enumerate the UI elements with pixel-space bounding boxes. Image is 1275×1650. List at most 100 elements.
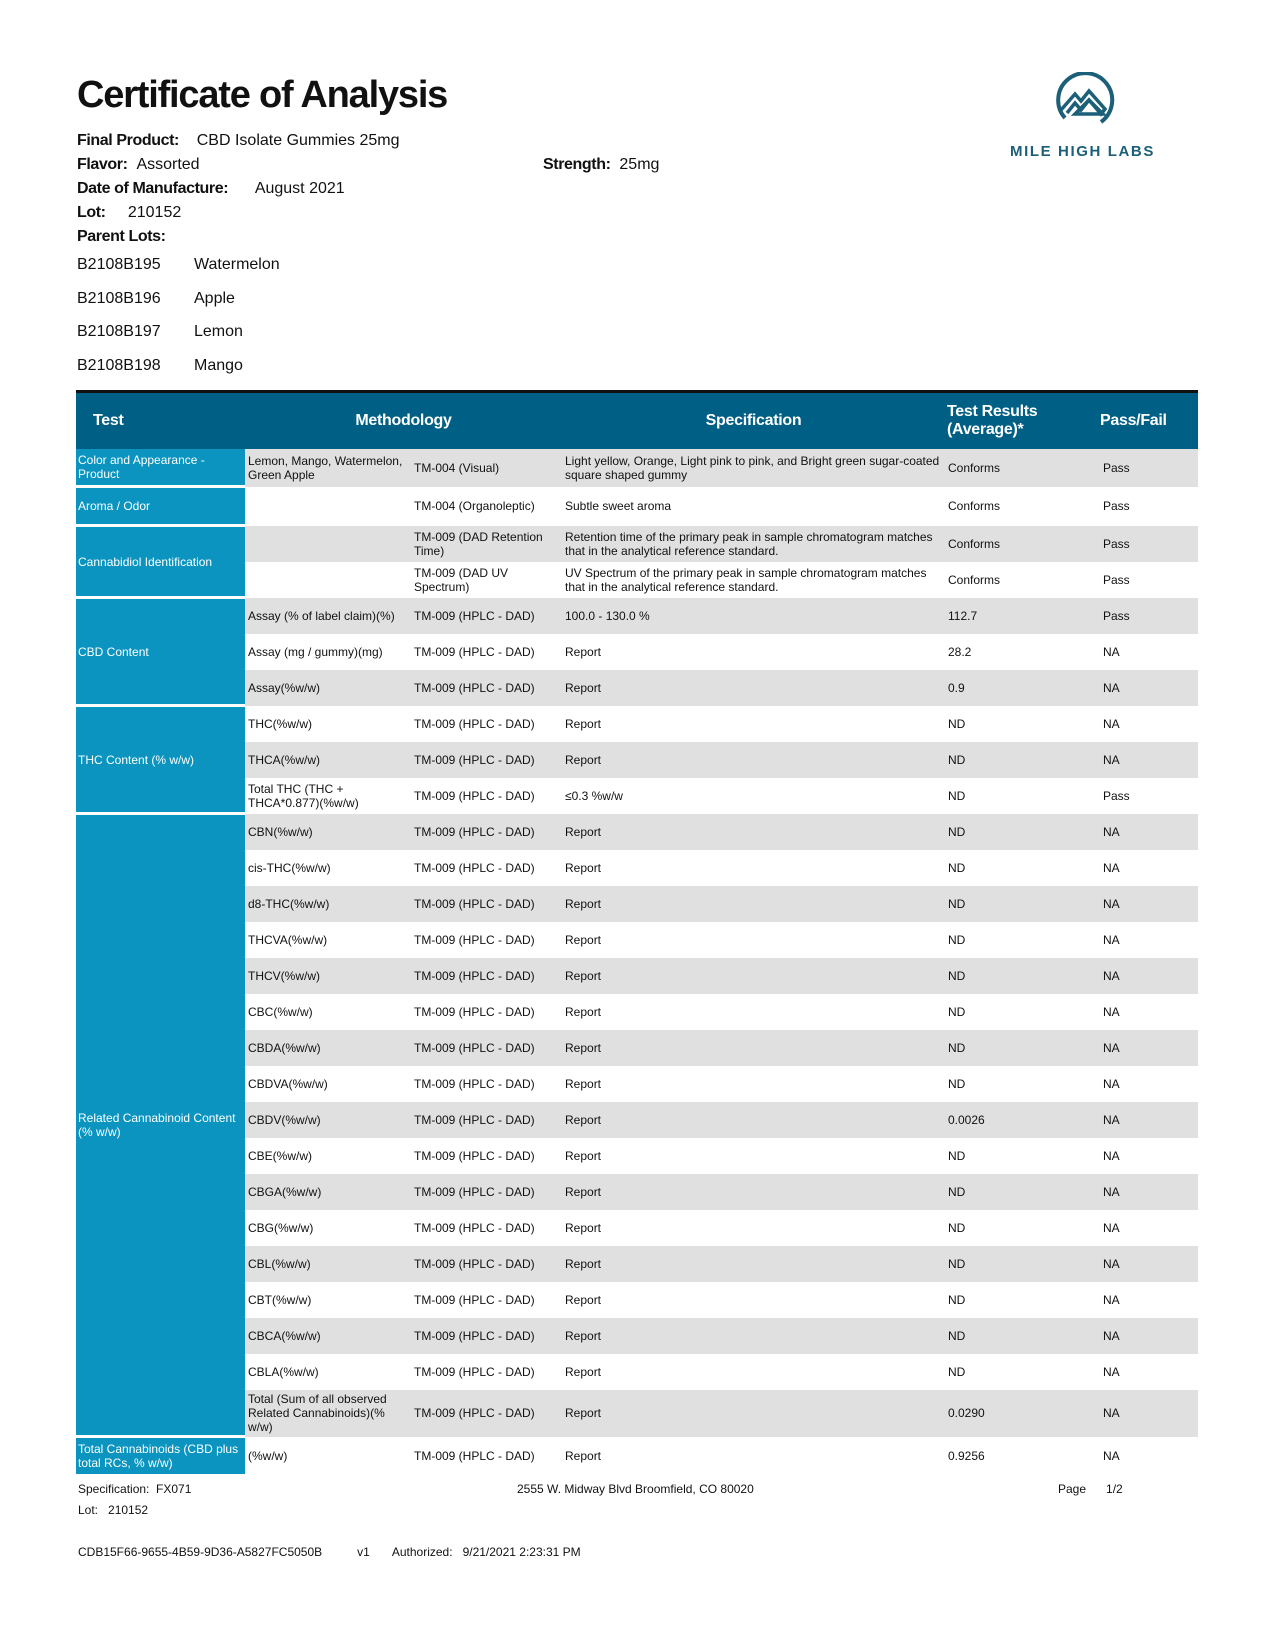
- pass-fail: NA: [1100, 813, 1198, 850]
- parent-lots-label: Parent Lots:: [77, 228, 166, 245]
- test-name: CBD Content: [76, 597, 245, 707]
- test-result: Conforms: [945, 525, 1100, 562]
- test-specification: Light yellow, Orange, Light pink to pink…: [562, 449, 945, 487]
- test-method: TM-009 (HPLC - DAD): [411, 1101, 562, 1138]
- test-method: TM-009 (HPLC - DAD): [411, 885, 562, 922]
- test-specification: Report: [565, 1220, 602, 1235]
- table-row: Total THC (THC + THCA*0.877)(%w/w) TM-009…: [76, 778, 1198, 814]
- test-result: ND: [945, 1029, 1100, 1066]
- test-method: TM-009 (HPLC - DAD): [414, 644, 535, 659]
- parent-lot-code: B2108B196: [77, 290, 161, 307]
- test-result: 112.7: [945, 597, 1100, 634]
- test-result: 0.9256: [948, 1449, 985, 1463]
- pass-fail: NA: [1103, 1449, 1120, 1463]
- test-item: Assay (mg / gummy)(mg): [248, 644, 383, 659]
- test-result: 0.9: [945, 669, 1100, 706]
- parent-lot-item: B2108B197 Lemon: [77, 323, 243, 341]
- lot-label: Lot:: [77, 204, 106, 221]
- strength-label: Strength:: [543, 156, 611, 173]
- table-row: CBDV(%w/w) TM-009 (HPLC - DAD) Report 0.002…: [76, 1101, 1198, 1138]
- test-item: CBLA(%w/w): [248, 1364, 319, 1379]
- test-result: Conforms: [948, 572, 1001, 587]
- test-result: ND: [945, 813, 1100, 850]
- test-specification: Report: [562, 1101, 945, 1138]
- test-item: CBG(%w/w): [248, 1220, 314, 1235]
- test-specification: 100.0 - 130.0 %: [562, 597, 945, 634]
- test-method: TM-009 (HPLC - DAD): [411, 1029, 562, 1066]
- table-row: THCA(%w/w) TM-009 (HPLC - DAD) Report ND NA: [76, 741, 1198, 778]
- version: v1: [357, 1545, 370, 1559]
- pass-fail: NA: [1100, 741, 1198, 778]
- final-product-label: Final Product:: [77, 132, 179, 149]
- test-result: ND: [948, 1148, 966, 1163]
- pass-fail: NA: [1103, 716, 1120, 731]
- parent-lot-code: B2108B197: [77, 323, 161, 340]
- test-specification: Report: [565, 1449, 602, 1463]
- pass-fail: NA: [1100, 1101, 1198, 1138]
- pass-fail: Pass: [1100, 525, 1198, 562]
- test-specification: Subtle sweet aroma: [565, 499, 672, 513]
- table-row: Total Cannabinoids (CBD plus total RCs, …: [76, 1436, 1198, 1477]
- table-row: CBGA(%w/w) TM-009 (HPLC - DAD) Report ND NA: [76, 1173, 1198, 1210]
- test-name: Related Cannabinoid Content (% w/w): [76, 813, 245, 1438]
- table-row: CBD Content Assay (% of label claim)(%) TM…: [76, 597, 1198, 707]
- test-specification: Report: [562, 1173, 945, 1210]
- header-methodology: Methodology: [245, 390, 562, 449]
- authorized-timestamp: 9/21/2021 2:23:31 PM: [462, 1545, 581, 1559]
- test-specification: Report: [565, 644, 602, 659]
- test-specification: ≤0.3 %w/w: [565, 788, 623, 803]
- manufacture-date-line: Date of Manufacture: August 2021: [77, 180, 345, 198]
- table-row: CBT(%w/w) TM-009 (HPLC - DAD) Report ND NA: [76, 1282, 1198, 1318]
- test-specification: Report: [562, 885, 945, 922]
- header-test-results: Test Results (Average)*: [945, 390, 1100, 449]
- test-item: CBDV(%w/w): [245, 1101, 411, 1138]
- test-specification: Report: [562, 957, 945, 994]
- pass-fail: NA: [1103, 1220, 1120, 1235]
- test-result: Conforms: [948, 499, 1001, 513]
- table-row: THCVA(%w/w) TM-009 (HPLC - DAD) Report ND NA: [76, 922, 1198, 958]
- pass-fail: Pass: [1103, 572, 1130, 587]
- footer-authorization: CDB15F66-9655-4B59-9D36-A5827FC5050B v1 Au…: [78, 1545, 581, 1559]
- test-name: Aroma / Odor: [76, 486, 245, 527]
- table-row: d8-THC(%w/w) TM-009 (HPLC - DAD) Report ND N…: [76, 885, 1198, 922]
- specification-value: FX071: [156, 1482, 192, 1496]
- flavor-value: Assorted: [136, 156, 200, 173]
- test-method: TM-009 (HPLC - DAD): [411, 1389, 562, 1437]
- table-row: CBL(%w/w) TM-009 (HPLC - DAD) Report ND NA: [76, 1245, 1198, 1282]
- test-result: ND: [945, 885, 1100, 922]
- test-specification: Report: [562, 813, 945, 850]
- table-row: Assay (mg / gummy)(mg) TM-009 (HPLC - DAD…: [76, 634, 1198, 670]
- page-title: Certificate of Analysis: [77, 74, 448, 116]
- header-pass-fail: Pass/Fail: [1100, 390, 1198, 449]
- table-row: CBLA(%w/w) TM-009 (HPLC - DAD) Report ND NA: [76, 1354, 1198, 1390]
- table-row: Assay(%w/w) TM-009 (HPLC - DAD) Report 0.9 N…: [76, 669, 1198, 706]
- test-result: ND: [948, 1364, 966, 1379]
- test-result: ND: [948, 1004, 966, 1019]
- test-name: THC Content (% w/w): [76, 705, 245, 815]
- footer-specification: Specification: FX071: [78, 1482, 191, 1496]
- analysis-table: Test Methodology Specification Test Resu…: [76, 390, 1198, 1477]
- test-specification: Report: [562, 1317, 945, 1354]
- test-method: TM-009 (HPLC - DAD): [411, 957, 562, 994]
- test-method: TM-009 (HPLC - DAD): [411, 597, 562, 634]
- strength-line: Strength: 25mg: [543, 156, 659, 174]
- table-row: CBG(%w/w) TM-009 (HPLC - DAD) Report ND NA: [76, 1210, 1198, 1246]
- footer-lot-label: Lot:: [78, 1503, 99, 1517]
- test-result: Conforms: [945, 449, 1100, 487]
- pass-fail: NA: [1100, 957, 1198, 994]
- parent-lot-code: B2108B195: [77, 256, 161, 273]
- test-item: CBGA(%w/w): [245, 1173, 411, 1210]
- test-item: [245, 525, 411, 562]
- test-result: ND: [945, 741, 1100, 778]
- test-specification: Report: [562, 669, 945, 706]
- table-row: CBC(%w/w) TM-009 (HPLC - DAD) Report ND NA: [76, 994, 1198, 1030]
- footer-page: Page 1/2: [1058, 1482, 1123, 1496]
- test-item: CBE(%w/w): [248, 1148, 313, 1163]
- test-item: Lemon, Mango, Watermelon, Green Apple: [245, 449, 411, 487]
- pass-fail: Pass: [1100, 597, 1198, 634]
- pass-fail: Pass: [1103, 499, 1130, 513]
- test-specification: Retention time of the primary peak in sa…: [562, 525, 945, 562]
- test-item: THC(%w/w): [248, 716, 312, 731]
- pass-fail: NA: [1103, 860, 1120, 875]
- test-item: CBN(%w/w): [245, 813, 411, 850]
